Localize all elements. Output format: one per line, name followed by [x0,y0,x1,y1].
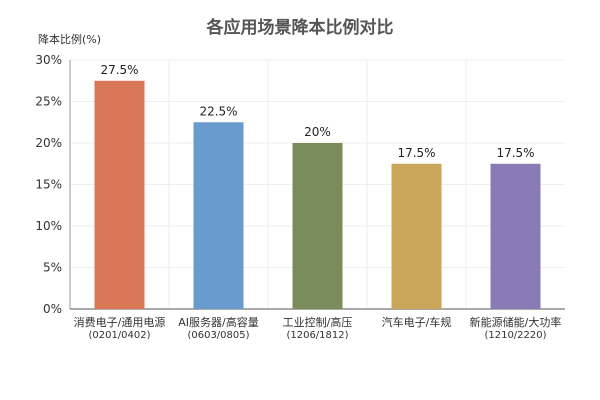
grid [69,59,565,310]
bars [94,80,541,309]
y-axis-label: 降本比例(%) [38,32,101,46]
x-tick-label: 工业控制/高压 [283,315,353,329]
x-tick-label: AI服务器/高容量 [178,315,258,329]
chart-title: 各应用场景降本比例对比 [206,17,394,38]
bar[interactable] [391,163,442,309]
y-tick-label: 15% [35,178,62,192]
x-tick-sublabel: (1210/2220) [484,330,546,341]
data-label: 27.5% [100,63,138,77]
data-label: 20% [304,125,331,139]
bar[interactable] [490,163,541,309]
x-tick-label: 消费电子/通用电源 [74,315,166,329]
y-tick-label: 25% [35,95,62,109]
y-tick-label: 10% [35,219,62,233]
y-tick-label: 0% [43,302,62,316]
bar[interactable] [94,80,145,309]
y-tick-label: 5% [43,261,62,275]
x-tick-sublabel: (0201/0402) [88,330,150,341]
x-tick-sublabel: (1206/1812) [286,330,348,341]
x-tick-label: 汽车电子/车规 [382,315,452,329]
bar[interactable] [193,122,244,309]
x-tick-sublabel: (0603/0805) [187,330,249,341]
bar[interactable] [292,143,343,309]
y-tick-label: 20% [35,136,62,150]
data-label: 22.5% [199,104,237,118]
data-label: 17.5% [496,146,534,160]
x-tick-label: 新能源储能/大功率 [470,315,562,329]
data-label: 17.5% [397,146,435,160]
y-tick-label: 30% [35,53,62,67]
labels: 0% 5% 10% 15% 20% 25% 30% 27.5% 消费电子/通用电源(0201/0… [35,53,561,341]
